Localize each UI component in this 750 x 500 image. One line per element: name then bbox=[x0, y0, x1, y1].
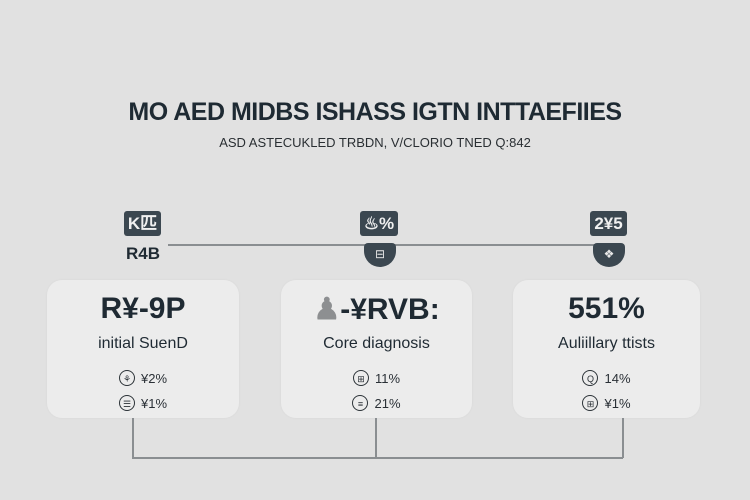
clipboard-icon: ⊞ bbox=[352, 370, 369, 386]
card-value-text: -¥RVB: bbox=[340, 293, 440, 326]
row-value: ¥1% bbox=[604, 395, 631, 411]
list-icon: ≡ bbox=[352, 395, 369, 411]
connector-right bbox=[622, 418, 624, 458]
card-initial: R¥-9P initial SuenD ⚘ ¥2% ☰ ¥1% bbox=[47, 280, 239, 418]
connector-bottom bbox=[132, 457, 623, 459]
card-value: ♟-¥RVB: bbox=[281, 292, 472, 327]
marker-1-lungs-icon: K匹 bbox=[124, 211, 161, 236]
page-subtitle: ASD ASTECUKLED TRBDN, V/CLORIO TNED Q:84… bbox=[219, 135, 531, 150]
card-row: Q 14% bbox=[513, 370, 700, 386]
connector-left bbox=[132, 418, 134, 458]
page-title: MO AED MIDBS ISHASS IGTN INTTAEFIIES bbox=[128, 98, 622, 126]
marker-3-badge-icon: ❖ bbox=[593, 243, 625, 267]
hand-icon: ☰ bbox=[118, 395, 135, 411]
card-auxiliary: 551% Auliillary ttists Q 14% ⊞ ¥1% bbox=[513, 280, 700, 418]
lungs-icon: ⚘ bbox=[118, 370, 135, 386]
card-row: ≡ 21% bbox=[281, 395, 472, 411]
card-row: ⊞ 11% bbox=[281, 370, 472, 386]
person-icon: ♟ bbox=[313, 293, 341, 326]
row-value: ¥2% bbox=[140, 370, 168, 386]
card-label: Core diagnosis bbox=[323, 335, 430, 352]
row-value: ¥1% bbox=[140, 395, 168, 411]
row-value: 21% bbox=[374, 395, 401, 411]
marker-3-certificate-icon: 2¥5 bbox=[590, 211, 627, 236]
card-value: R¥-9P bbox=[100, 292, 186, 325]
grid-icon: ⊞ bbox=[582, 395, 599, 411]
card-row: ☰ ¥1% bbox=[47, 395, 239, 411]
card-label: Auliillary ttists bbox=[558, 335, 655, 352]
marker-2-hospital-icon: ♨% bbox=[360, 211, 398, 236]
card-label: initial SuenD bbox=[98, 335, 188, 352]
marker-1-label: R4B bbox=[126, 244, 161, 263]
search-icon: Q bbox=[582, 370, 599, 386]
card-core: ♟-¥RVB: Core diagnosis ⊞ 11% ≡ 21% bbox=[281, 280, 472, 418]
marker-2-badge-icon: ⊟ bbox=[364, 243, 396, 267]
row-value: 11% bbox=[374, 370, 401, 386]
card-row: ⚘ ¥2% bbox=[47, 370, 239, 386]
card-value: 551% bbox=[568, 292, 645, 325]
card-row: ⊞ ¥1% bbox=[513, 395, 700, 411]
connector-middle bbox=[375, 418, 377, 458]
row-value: 14% bbox=[604, 370, 631, 386]
